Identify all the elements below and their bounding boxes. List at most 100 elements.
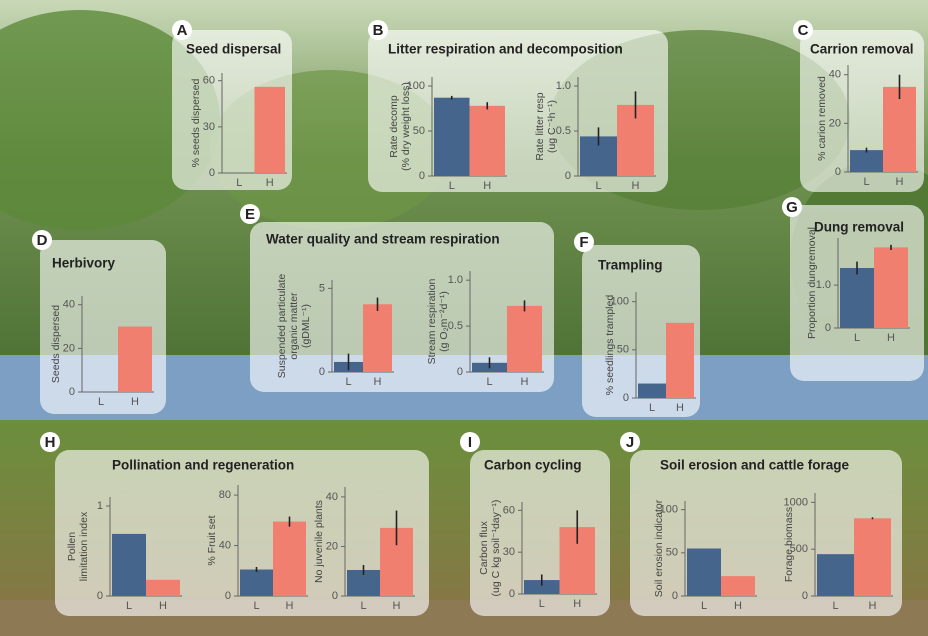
y-tick-label: 0 (825, 322, 831, 334)
y-axis-label: Carbon flux (478, 520, 490, 574)
y-tick-label: 30 (203, 121, 215, 133)
y-axis-label: (% dry weight loss) (400, 82, 412, 171)
y-tick-label: 20 (326, 540, 338, 552)
y-tick-label: 1.0 (448, 274, 463, 286)
bar (721, 576, 755, 596)
panel-letter: D (37, 232, 48, 249)
x-tick-label: H (521, 376, 529, 388)
panel-title: Seed dispersal (186, 42, 281, 57)
y-tick-label: 0 (457, 366, 463, 378)
y-tick-label: 80 (219, 489, 231, 501)
bar (874, 247, 908, 328)
bar (840, 268, 874, 328)
panel-letter: J (626, 434, 634, 451)
x-tick-label: L (98, 396, 104, 408)
x-tick-label: L (345, 376, 351, 388)
y-tick-label: 40 (326, 491, 338, 503)
y-tick-label: 0 (332, 590, 338, 602)
x-tick-label: H (869, 600, 877, 612)
panel-box (250, 222, 554, 392)
y-axis-label: No juvenile plants (313, 500, 325, 583)
bar (638, 383, 666, 398)
y-axis-label: (g O₂m⁻²d⁻¹) (438, 291, 450, 352)
y-axis-label: (ug C⁻¹h⁻¹) (546, 100, 558, 153)
x-tick-label: L (854, 332, 860, 344)
y-axis-label: Rate decomp (388, 95, 400, 158)
y-tick-label: 0 (509, 588, 515, 600)
x-tick-label: L (863, 176, 869, 188)
x-tick-label: H (573, 598, 581, 610)
y-tick-label: 0 (97, 590, 103, 602)
x-tick-label: L (649, 402, 655, 414)
y-tick-label: 0 (835, 166, 841, 178)
y-axis-label: Stream respiration (426, 278, 438, 364)
y-axis-label: Suspended particulate (276, 274, 288, 379)
panel-title: Litter respiration and decomposition (388, 42, 623, 57)
y-tick-label: 0 (209, 167, 215, 179)
panel-title: Dung removal (814, 220, 904, 235)
y-tick-label: 100 (660, 504, 678, 516)
y-tick-label: 60 (203, 75, 215, 87)
x-tick-label: L (486, 376, 492, 388)
y-tick-label: 40 (63, 299, 75, 311)
panel-letter-badge (240, 204, 260, 224)
bar (112, 533, 146, 596)
x-tick-label: H (887, 332, 895, 344)
panel-letter-badge (574, 232, 594, 252)
bar (854, 518, 891, 596)
x-tick-label: H (896, 176, 904, 188)
panel-title: Herbivory (52, 256, 116, 271)
x-tick-label: L (449, 180, 455, 192)
y-tick-label: 0.5 (448, 320, 463, 332)
bar (817, 554, 854, 596)
y-axis-label: % seeds dispersed (190, 78, 202, 167)
panel-letter-badge (40, 432, 60, 452)
y-tick-label: 1000 (784, 496, 808, 508)
y-tick-label: 0 (69, 386, 75, 398)
y-axis-label: % seedlings trampled (604, 295, 616, 396)
x-tick-label: L (539, 598, 545, 610)
x-tick-label: H (131, 396, 139, 408)
y-axis-label: Soil erosion indicator (653, 499, 665, 597)
bar (883, 86, 916, 172)
y-tick-label: 20 (63, 342, 75, 354)
panel-letter-badge (460, 432, 480, 452)
x-tick-label: H (483, 180, 491, 192)
panel-title: Pollination and regeneration (112, 458, 294, 473)
y-tick-label: 30 (503, 546, 515, 558)
y-tick-label: 0.5 (556, 125, 571, 137)
x-tick-label: H (159, 600, 167, 612)
y-axis-label: (gDML⁻¹) (300, 304, 312, 348)
x-tick-label: L (253, 600, 259, 612)
panel-letter: G (786, 199, 798, 216)
bar (363, 304, 392, 372)
panel-title: Carbon cycling (484, 458, 582, 473)
x-tick-label: L (236, 177, 242, 189)
x-tick-label: H (676, 402, 684, 414)
y-tick-label: 500 (790, 543, 808, 555)
bar (687, 548, 721, 596)
y-tick-label: 0 (225, 590, 231, 602)
y-axis-label: organic matter (288, 292, 300, 360)
x-tick-label: L (701, 600, 707, 612)
panel-title: Soil erosion and cattle forage (660, 458, 850, 473)
y-tick-label: 0 (802, 590, 808, 602)
y-tick-label: 100 (407, 80, 425, 92)
panel-letter-badge (793, 20, 813, 40)
y-tick-label: 50 (413, 125, 425, 137)
bar (666, 322, 694, 398)
panel-letter: C (798, 22, 809, 39)
y-tick-label: 20 (829, 117, 841, 129)
bar (146, 579, 180, 596)
bar (240, 569, 273, 596)
y-tick-label: 0 (419, 170, 425, 182)
y-tick-label: 40 (219, 539, 231, 551)
y-tick-label: 1.0 (556, 80, 571, 92)
panel-letter-badge (172, 20, 192, 40)
panel-box (55, 450, 429, 616)
x-tick-label: L (595, 180, 601, 192)
y-tick-label: 0 (672, 590, 678, 602)
bar (850, 150, 883, 172)
